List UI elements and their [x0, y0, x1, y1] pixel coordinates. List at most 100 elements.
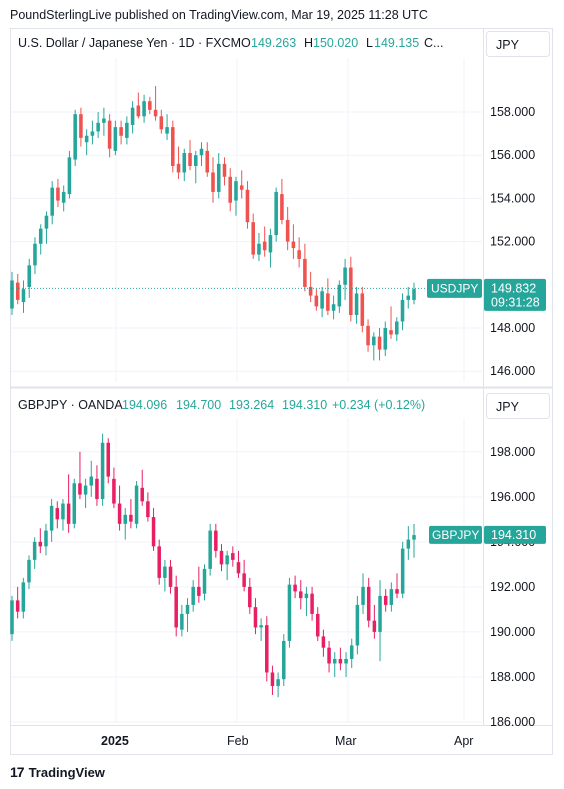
usdjpy-candle-body — [130, 107, 135, 125]
usdjpy-candle-body — [314, 295, 319, 307]
gbpjpy-close: 194.310 — [282, 398, 327, 412]
gbpjpy-candle-body — [253, 607, 258, 628]
gbpjpy-candle-body — [293, 584, 297, 592]
gbpjpy-last-price: 194.310 — [491, 528, 536, 542]
usdjpy-h-label: H — [304, 36, 313, 50]
usdjpy-candle-body — [136, 105, 141, 117]
usdjpy-candle-body — [171, 127, 175, 166]
usdjpy-candle-body — [343, 267, 347, 285]
tradingview-logo-icon: 17 — [10, 764, 25, 780]
usdjpy-o-label: O — [241, 36, 251, 50]
usdjpy-axis-label: 146.000 — [490, 364, 535, 378]
gbpjpy-candle-body — [180, 613, 184, 630]
usdjpy-candle-body — [205, 150, 210, 173]
usdjpy-open: 149.263 — [251, 36, 296, 50]
usdjpy-title: U.S. Dollar / Japanese Yen · 1D · FXCM — [18, 36, 241, 50]
gbpjpy-candle-body — [327, 647, 331, 664]
usdjpy-candle-body — [33, 243, 37, 266]
usdjpy-price-tag: 149.832 09:31:28 — [484, 278, 546, 311]
gbpjpy-candle-body — [123, 514, 127, 524]
gbpjpy-candle-body — [61, 503, 65, 520]
usdjpy-candle-body — [400, 299, 405, 322]
gbpjpy-candle-body — [406, 539, 411, 549]
usdjpy-candle-body — [102, 118, 106, 123]
usdjpy-candle-body — [96, 122, 100, 132]
usdjpy-candle-body — [268, 235, 273, 253]
gbpjpy-ohlc: 194.096 194.700 193.264 194.310 +0.234 (… — [122, 398, 425, 412]
gbpjpy-price-axis[interactable]: 198.000196.000194.000192.000190.000188.0… — [490, 445, 535, 729]
time-axis[interactable]: 2025 Feb Mar Apr — [101, 734, 473, 748]
time-label-apr: Apr — [454, 734, 473, 748]
usdjpy-candle-body — [148, 101, 152, 110]
usdjpy-candle-body — [412, 289, 416, 300]
gbpjpy-candle-body — [270, 672, 275, 686]
usdjpy-candle-body — [176, 163, 181, 173]
gbpjpy-candle-body — [225, 555, 229, 565]
gbpjpy-candle-body — [310, 593, 314, 614]
gbpjpy-candle-body — [27, 559, 31, 583]
usdjpy-candle-body — [320, 291, 324, 309]
gbpjpy-candle-body — [55, 508, 60, 520]
gbpjpy-candle-body — [236, 562, 241, 574]
usdjpy-currency-button[interactable]: JPY — [486, 31, 550, 57]
usdjpy-candle-body — [360, 293, 365, 326]
gbpjpy-candle-body — [349, 645, 354, 659]
usdjpy-candle-body — [245, 189, 250, 223]
usdjpy-candle-body — [274, 191, 278, 236]
gbpjpy-candle-body — [395, 589, 399, 594]
gbpjpy-candle-body — [10, 600, 14, 635]
usdjpy-candle-body — [239, 185, 244, 190]
usdjpy-candle-body — [337, 284, 342, 307]
usdjpy-candle-body — [84, 135, 89, 143]
gbpjpy-candle-body — [299, 591, 303, 599]
gbpjpy-candle-body — [378, 595, 382, 632]
usdjpy-candle-body — [27, 265, 32, 287]
usdjpy-candle-body — [262, 241, 267, 251]
gbpjpy-candle-body — [44, 530, 48, 547]
gbpjpy-candle-body — [208, 530, 212, 569]
tradingview-logo[interactable]: 17 TradingView — [10, 764, 105, 780]
gbpjpy-candle-body — [276, 679, 280, 686]
gbpjpy-candle-body — [21, 582, 26, 612]
usdjpy-candles — [10, 86, 416, 361]
grid-top — [11, 111, 482, 372]
gbpjpy-currency-button[interactable]: JPY — [486, 393, 550, 419]
gbpjpy-symbol-tag-text: GBPJPY — [432, 528, 479, 542]
gbpjpy-candle-body — [32, 541, 37, 560]
usdjpy-candle-body — [394, 321, 399, 335]
gbpjpy-candle-body — [38, 541, 43, 547]
gbpjpy-symbol-tag: GBPJPY — [429, 525, 482, 544]
gbpjpy-candle-body — [315, 613, 320, 637]
gbpjpy-candle-body — [15, 600, 20, 612]
usdjpy-candle-body — [15, 282, 20, 300]
gbpjpy-candle-body — [95, 478, 99, 500]
gbpjpy-candle-body — [355, 604, 360, 646]
usdjpy-symbol-tag-text: USDJPY — [431, 281, 478, 295]
usdjpy-candle-body — [303, 258, 307, 287]
usdjpy-candle-body — [216, 163, 221, 192]
usdjpy-candle-body — [406, 295, 411, 300]
usdjpy-candle-body — [67, 157, 72, 195]
gbpjpy-candle-body — [157, 546, 161, 578]
usdjpy-axis-label: 154.000 — [490, 191, 535, 205]
usdjpy-candle-body — [182, 153, 187, 173]
gbpjpy-candles — [10, 433, 416, 698]
gbpjpy-candle-body — [282, 640, 286, 680]
gbpjpy-candle-body — [332, 658, 337, 664]
gbpjpy-candle-body — [89, 476, 94, 486]
usdjpy-candle-body — [193, 155, 198, 166]
usdjpy-candle-body — [10, 280, 14, 309]
usdjpy-last-price: 149.832 — [491, 281, 536, 295]
usdjpy-ohlc: O 149.263 H 150.020 L 149.135 C... — [241, 36, 443, 50]
usdjpy-candle-body — [211, 172, 215, 192]
usdjpy-candle-body — [125, 122, 129, 138]
usdjpy-price-axis[interactable]: 158.000 156.000 154.000 152.000 148.000 146.0… — [490, 105, 535, 378]
usdjpy-candle-body — [326, 293, 330, 311]
gbpjpy-candle-body — [361, 586, 365, 605]
gbpjpy-candle-body — [265, 625, 269, 673]
usdjpy-candle-body — [119, 127, 123, 136]
usdjpy-candle-body — [199, 148, 204, 156]
gbpjpy-candle-body — [83, 485, 88, 495]
usdjpy-candle-body — [159, 116, 164, 130]
